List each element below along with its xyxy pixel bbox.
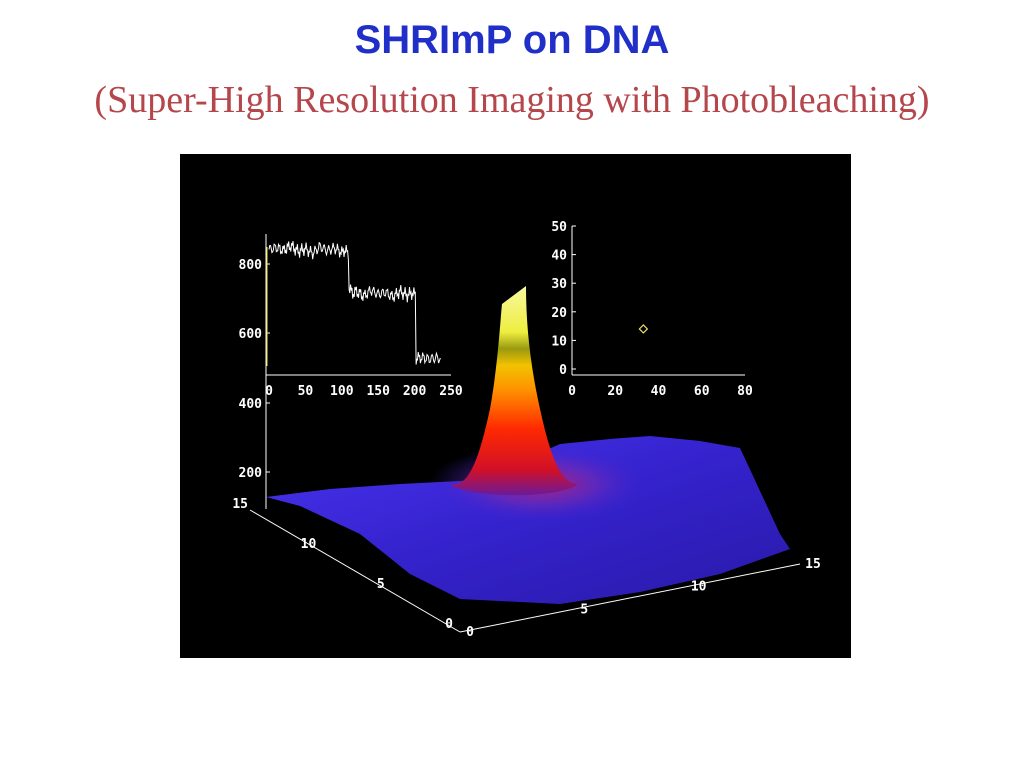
slide-title: SHRImP on DNA — [354, 18, 670, 62]
trace-x-tick-200: 200 — [403, 384, 427, 399]
hist-y-tick-20: 20 — [551, 306, 567, 321]
shrimp-figure: 200 400 600 800 0 5 10 15 0 5 10 15 0 50 100 150 200 25… — [180, 154, 851, 658]
trace-x-tick-250: 250 — [439, 384, 463, 399]
z-tick-600: 600 — [239, 327, 263, 342]
trace-x-tick-0: 0 — [265, 384, 273, 399]
z-axis-ticks: 200 400 600 800 — [239, 258, 270, 481]
z-tick-400: 400 — [239, 397, 263, 412]
trace-line — [268, 241, 441, 365]
hist-x-tick-60: 60 — [694, 384, 710, 399]
hist-y-tick-50: 50 — [551, 220, 567, 235]
hist-x-tick-20: 20 — [607, 384, 623, 399]
trace-x-ticks: 0 50 100 150 200 250 — [265, 384, 463, 399]
base-y-tick-5: 5 — [377, 577, 385, 592]
base-x-tick-10: 10 — [691, 580, 707, 595]
x-axis-line — [459, 563, 801, 633]
base-x-tick-5: 5 — [580, 602, 588, 617]
hist-x-tick-0: 0 — [568, 384, 576, 399]
hist-points — [638, 324, 649, 334]
trace-inset: 0 50 100 150 200 250 — [265, 234, 463, 399]
hist-x-ticks: 0 20 40 60 80 — [568, 384, 753, 399]
histogram-inset: 0 10 20 30 40 50 0 20 40 60 80 — [551, 220, 753, 399]
hist-y-tick-40: 40 — [551, 249, 567, 264]
slide-subtitle: (Super-High Resolution Imaging with Phot… — [94, 79, 930, 121]
hist-x-tick-40: 40 — [651, 384, 667, 399]
hist-y-tick-0: 0 — [559, 363, 567, 378]
base-y-tick-10: 10 — [301, 537, 317, 552]
z-tick-800: 800 — [239, 258, 263, 273]
base-y-tick-15: 15 — [232, 497, 248, 512]
hist-y-tick-10: 10 — [551, 334, 567, 349]
trace-x-tick-50: 50 — [298, 384, 314, 399]
base-y-tick-0: 0 — [445, 617, 453, 632]
y-axis-line — [249, 509, 461, 633]
base-axis-ticks: 0 5 10 15 0 5 10 15 — [232, 497, 820, 640]
base-x-tick-15: 15 — [805, 557, 821, 572]
trace-x-tick-150: 150 — [366, 384, 390, 399]
hist-y-tick-30: 30 — [551, 277, 567, 292]
base-x-tick-0: 0 — [466, 625, 474, 640]
hist-x-tick-80: 80 — [737, 384, 753, 399]
surface-peak — [450, 286, 578, 496]
hist-y-ticks: 0 10 20 30 40 50 — [551, 220, 576, 378]
hist-point-0 — [638, 324, 649, 334]
trace-x-tick-100: 100 — [330, 384, 354, 399]
z-tick-200: 200 — [239, 466, 263, 481]
